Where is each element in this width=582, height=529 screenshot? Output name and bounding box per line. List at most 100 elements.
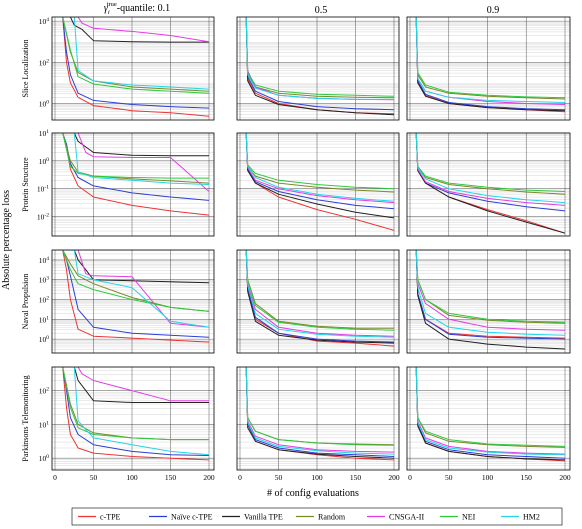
x-tick-label: 0	[238, 473, 242, 482]
legend-entry-random: Random	[296, 513, 346, 522]
legend-box	[71, 507, 563, 526]
panel-r4-c1: 100 101 102 Parkinsons Telemonitoring 0 50 100…	[21, 366, 215, 482]
legend-entry-vanilla-tpe: Vanilla TPE	[222, 513, 283, 522]
legend-label: HM2	[523, 513, 540, 522]
panel-frame	[51, 249, 215, 354]
column-title-3: 0.9	[487, 5, 500, 16]
panel-frame	[51, 16, 215, 121]
series-line-hm2	[62, 133, 210, 185]
series-line-random	[245, 367, 395, 446]
x-tick-label: 200	[203, 473, 215, 482]
gamma-superscript: true	[107, 1, 117, 8]
series-line-nei	[62, 133, 209, 179]
x-tick-label: 50	[90, 473, 98, 482]
series-line-vanilla-tpe	[415, 250, 566, 350]
series-line-vanilla-tpe	[62, 17, 209, 43]
series-line-vanilla-tpe	[415, 133, 566, 234]
x-tick-label: 0	[53, 473, 57, 482]
legend-entry-hm2: HM2	[501, 513, 540, 522]
legend-entry-na-ve-c-tpe: Naïve c-TPE	[149, 513, 213, 522]
column-title-1-text: -quantile: 0.1	[117, 3, 170, 14]
series-line-hm2	[62, 17, 210, 90]
y-tick-label: 10-1	[37, 185, 49, 194]
y-tick-label: 102	[39, 296, 50, 305]
series-line-nei	[245, 367, 395, 446]
series-line-nei	[415, 17, 566, 99]
legend-label: NEI	[462, 513, 476, 522]
legend-entry-nei: NEI	[440, 513, 476, 522]
legend-entry-cnsga-ii: CNSGA-II	[367, 513, 424, 522]
panel-frame	[236, 132, 400, 237]
panel-r1-c2	[236, 16, 400, 121]
series-line-cnsga-ii	[62, 17, 210, 43]
y-tick-label: 104	[39, 256, 50, 265]
panel-r2-c2	[236, 132, 400, 237]
x-axis-label: # of config evaluations	[267, 488, 359, 499]
y-tick-label: 100	[39, 157, 50, 166]
y-tick-label: 100	[39, 100, 50, 109]
x-tick-label: 200	[559, 473, 571, 482]
legend: c-TPE Naïve c-TPE Vanilla TPE Random CNSGA-I…	[71, 507, 563, 526]
y-tick-label: 101	[39, 420, 50, 429]
series-line-hm2	[245, 250, 395, 338]
y-tick-label: 102	[39, 58, 50, 67]
panel-r1-c1: 100 102 104 Slice Localization	[21, 16, 215, 121]
series-line-cnsga-ii	[62, 133, 210, 192]
y-tick-label: 104	[39, 17, 50, 26]
legend-label: Naïve c-TPE	[171, 513, 213, 522]
series-line-cnsga-ii	[245, 367, 395, 453]
legend-label: Vanilla TPE	[244, 513, 283, 522]
legend-label: c-TPE	[100, 513, 121, 522]
column-title-2: 0.5	[315, 5, 328, 16]
legend-label: Random	[318, 513, 346, 522]
series-line-hm2	[62, 367, 210, 456]
series-line-hm2	[245, 17, 394, 100]
row-label: Slice Localization	[21, 40, 30, 98]
panel-frame	[51, 132, 215, 237]
y-axis-label: Absolute percentage loss	[1, 190, 12, 290]
series-line-vanilla-tpe	[415, 17, 566, 112]
x-tick-label: 100	[482, 473, 494, 482]
series-line-na-ve-c-tpe	[62, 17, 210, 109]
y-tick-label: 10-2	[37, 213, 49, 222]
series-line-nei	[62, 367, 209, 441]
series-line-c-tpe	[415, 250, 566, 339]
panel-frame	[236, 249, 400, 354]
series-line-cnsga-ii	[415, 367, 566, 455]
series-line-random	[245, 17, 395, 99]
series-line-hm2	[245, 133, 395, 202]
series-line-vanilla-tpe	[62, 367, 209, 403]
panel-r3-c3	[406, 249, 571, 354]
panel-r4-c3: 0 50 100 150 200	[406, 366, 571, 482]
series-line-hm2	[415, 133, 566, 204]
x-tick-label: 150	[521, 473, 533, 482]
series-line-vanilla-tpe	[245, 367, 395, 459]
series-line-hm2	[415, 367, 566, 456]
panel-frame	[406, 249, 571, 354]
x-tick-label: 100	[311, 473, 323, 482]
panel-frame	[406, 132, 571, 237]
series-line-na-ve-c-tpe	[62, 367, 210, 456]
y-tick-label: 100	[39, 335, 50, 344]
series-line-vanilla-tpe	[245, 17, 395, 116]
x-tick-label: 50	[275, 473, 283, 482]
series-line-hm2	[62, 250, 210, 328]
series-line-random	[415, 367, 566, 448]
x-tick-label: 50	[445, 473, 453, 482]
column-title-1: γitrue-quantile: 0.1	[104, 1, 170, 16]
series-line-cnsga-ii	[62, 367, 209, 402]
series-line-cnsga-ii	[62, 250, 210, 328]
series-line-na-ve-c-tpe	[245, 133, 395, 210]
panel-frame	[406, 366, 571, 471]
row-label: Naval Propulsion	[21, 274, 30, 330]
panel-frame	[236, 366, 400, 471]
x-tick-label: 100	[126, 473, 138, 482]
series-line-na-ve-c-tpe	[415, 250, 566, 340]
series-line-vanilla-tpe	[245, 133, 395, 219]
y-tick-label: 102	[39, 387, 50, 396]
panel-r3-c2	[236, 249, 400, 354]
x-tick-label: 150	[350, 473, 362, 482]
gamma-subscript: i	[108, 9, 110, 16]
